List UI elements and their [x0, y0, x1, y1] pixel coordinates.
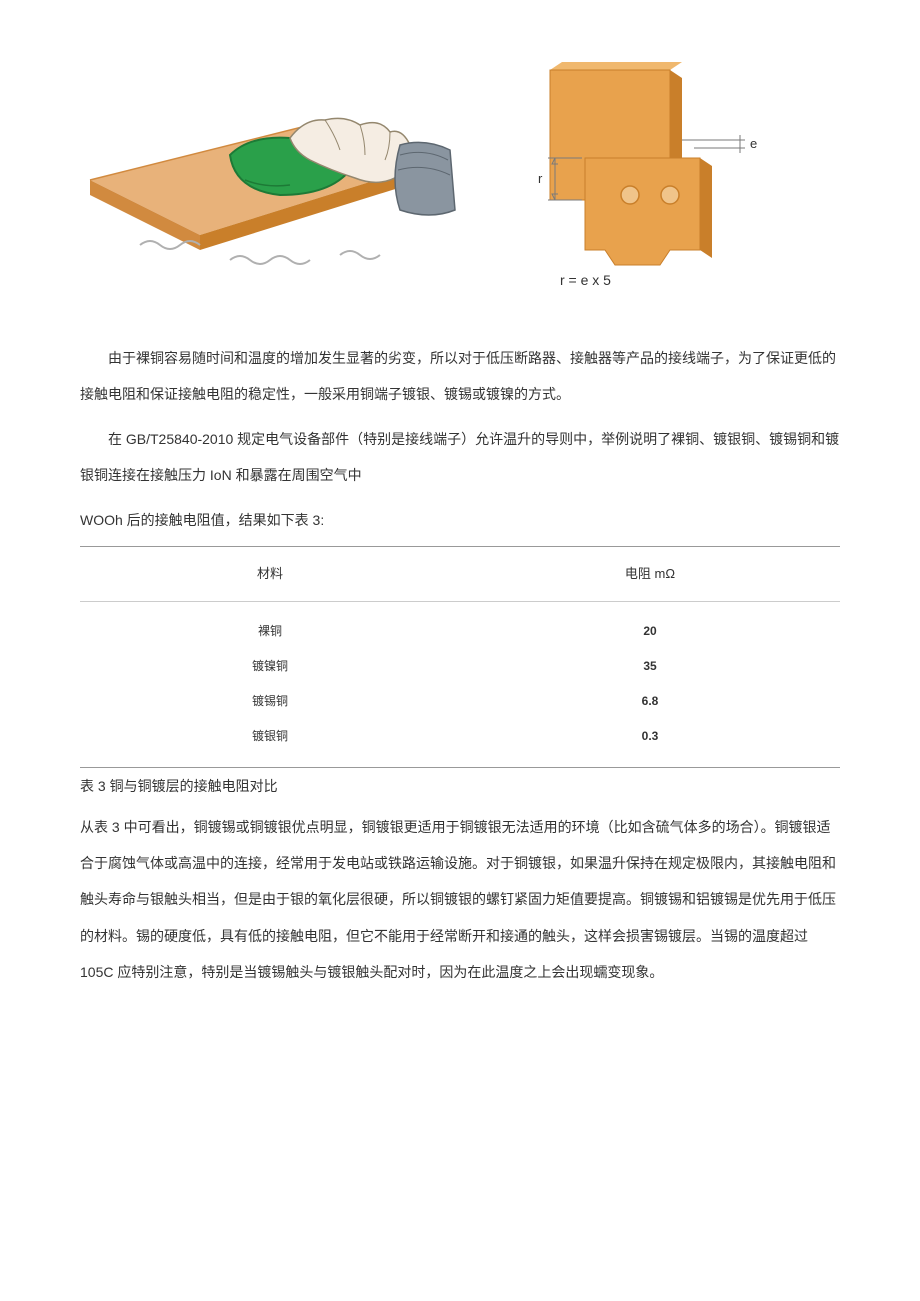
- cell-value: 0.3: [460, 719, 840, 767]
- cell-material: 镀镍铜: [80, 649, 460, 684]
- paragraph-2: 在 GB/T25840-2010 规定电气设备部件（特别是接线端子）允许温升的导…: [80, 421, 840, 494]
- cell-material: 裸铜: [80, 601, 460, 649]
- label-r: r: [538, 171, 543, 186]
- paragraph-4: 从表 3 中可看出，铜镀锡或铜镀银优点明显，铜镀银更适用于铜镀银无法适用的环境（…: [80, 809, 840, 991]
- table-row: 裸铜 20: [80, 601, 840, 649]
- figure-row: e r r = e x 5: [80, 60, 840, 290]
- dimension-e: [682, 135, 745, 153]
- paragraph-3: WOOh 后的接触电阻值，结果如下表 3:: [80, 502, 840, 538]
- cell-value: 6.8: [460, 684, 840, 719]
- table-row: 镀镍铜 35: [80, 649, 840, 684]
- motion-waves: [140, 241, 380, 264]
- sleeve: [395, 142, 455, 215]
- cell-value: 20: [460, 601, 840, 649]
- table-header-material: 材料: [80, 546, 460, 601]
- label-equation: r = e x 5: [560, 272, 611, 288]
- table-row: 镀银铜 0.3: [80, 719, 840, 767]
- cell-value: 35: [460, 649, 840, 684]
- cell-material: 镀银铜: [80, 719, 460, 767]
- table-row: 镀锡铜 6.8: [80, 684, 840, 719]
- figure-left-sanding: [80, 60, 460, 290]
- label-e: e: [750, 136, 757, 151]
- cell-material: 镀锡铜: [80, 684, 460, 719]
- resistance-table: 材料 电阻 mΩ 裸铜 20 镀镍铜 35 镀锡铜 6.8 镀银铜 0.3: [80, 546, 840, 768]
- table-caption: 表 3 铜与铜镀层的接触电阻对比: [80, 774, 840, 799]
- figure-right-plates: e r r = e x 5: [500, 60, 760, 290]
- front-plate: [585, 158, 712, 265]
- paragraph-1: 由于裸铜容易随时间和温度的增加发生显著的劣变，所以对于低压断路器、接触器等产品的…: [80, 340, 840, 413]
- table-header-resistance: 电阻 mΩ: [460, 546, 840, 601]
